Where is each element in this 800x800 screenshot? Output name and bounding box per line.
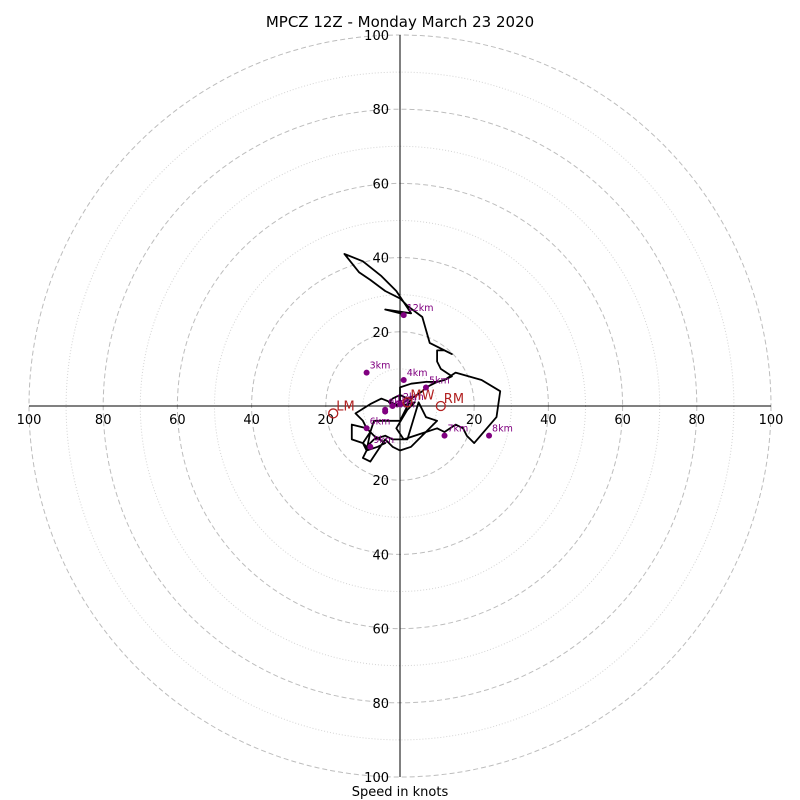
y-tick-label: 20 xyxy=(372,326,389,341)
height-marker-point xyxy=(441,432,448,439)
height-marker-point xyxy=(367,443,374,450)
y-tick-label: 20 xyxy=(372,474,389,489)
x-tick-label: 20 xyxy=(466,413,483,428)
height-marker-label: 8km xyxy=(492,424,513,435)
height-marker-label: 9km xyxy=(373,435,394,446)
storm-motion-label: MW xyxy=(410,388,434,403)
x-tick-label: 80 xyxy=(95,413,112,428)
x-tick-label: 40 xyxy=(243,413,260,428)
x-tick-label: 60 xyxy=(614,413,631,428)
x-tick-label: 20 xyxy=(318,413,335,428)
height-marker-point xyxy=(422,384,429,391)
y-tick-label: 80 xyxy=(372,103,389,118)
y-tick-label: 80 xyxy=(372,697,389,712)
x-tick-label: 100 xyxy=(17,413,42,428)
y-tick-label: 60 xyxy=(372,623,389,638)
trace-layer xyxy=(343,252,502,463)
x-tick-label: 40 xyxy=(540,413,557,428)
storm-motion-marker xyxy=(328,408,339,419)
height-marker-label: 2km xyxy=(403,392,424,403)
y-tick-label: 40 xyxy=(372,548,389,563)
height-marker-label: 1km xyxy=(396,394,417,405)
storm-motion-marker xyxy=(435,400,446,412)
storm-motion-marker xyxy=(402,397,413,408)
height-marker-label: 7km xyxy=(448,424,469,435)
y-tick-label: 60 xyxy=(372,177,389,192)
height-marker-point xyxy=(486,432,493,439)
height-marker-label: 6km xyxy=(370,416,391,427)
height-marker-point xyxy=(400,377,407,384)
storm-motion-label: LM xyxy=(336,399,354,414)
height-marker-point xyxy=(389,403,396,409)
height-marker-label: 10km xyxy=(388,400,415,411)
height-marker-point xyxy=(363,425,370,432)
height-marker-label: 4km xyxy=(407,368,428,379)
x-axis-label: Speed in knots xyxy=(352,785,449,800)
height-marker-label: 3km xyxy=(370,361,391,372)
storm-motion-label: RM xyxy=(444,392,464,407)
height-marker-point xyxy=(400,312,407,319)
height-marker-point xyxy=(397,401,403,408)
y-tick-label: 100 xyxy=(364,771,389,786)
height-marker-label: 12km xyxy=(407,303,434,314)
x-tick-label: 60 xyxy=(169,413,186,428)
x-tick-label: 80 xyxy=(689,413,706,428)
y-tick-label: 40 xyxy=(372,252,389,267)
y-tick-label: 100 xyxy=(364,29,389,44)
markers-layer: 0km1km2km3km4km5km6km7km8km9km10km12kmLM… xyxy=(328,303,513,450)
x-tick-label: 100 xyxy=(759,413,784,428)
chart-title: MPCZ 12Z - Monday March 23 2020 xyxy=(266,13,534,31)
height-marker-point xyxy=(363,369,370,376)
height-marker-point xyxy=(382,408,389,415)
hodograph-trace xyxy=(343,252,502,463)
height-marker-label: 5km xyxy=(429,375,450,386)
